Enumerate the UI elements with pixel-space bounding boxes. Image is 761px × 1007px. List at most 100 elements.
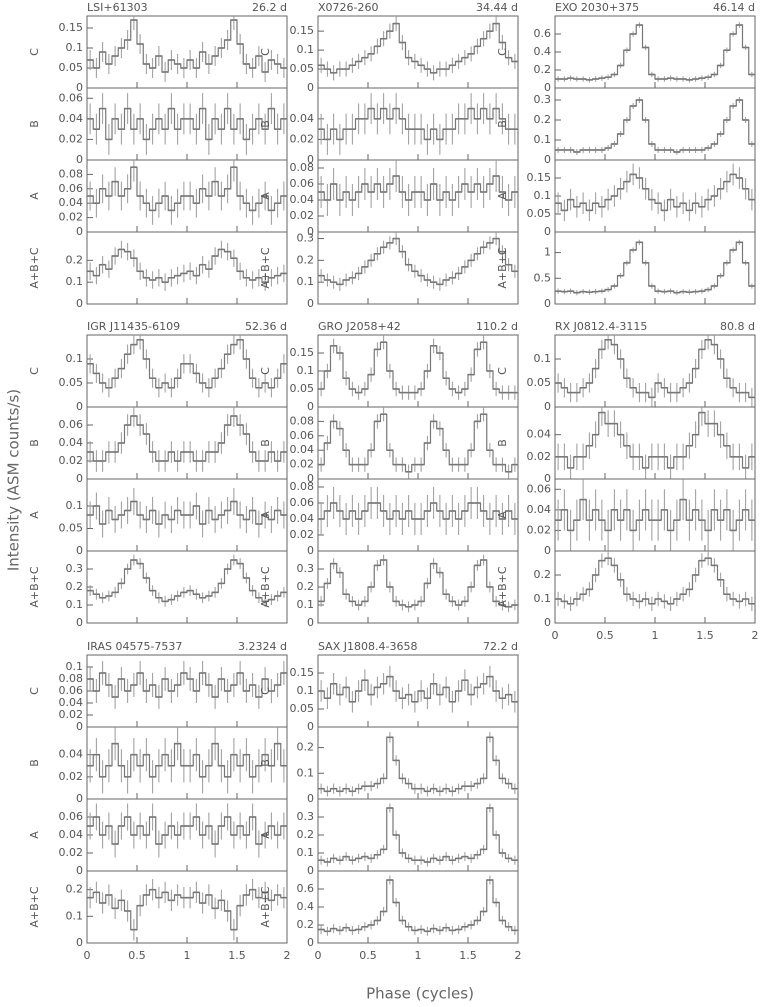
panel-frame: [554, 550, 756, 624]
step-connector: [318, 175, 518, 201]
y-tick-label: 0: [76, 153, 83, 166]
step-connector: [87, 672, 287, 698]
y-tick-label: 0.1: [534, 133, 552, 146]
y-tick-label: 0: [307, 544, 314, 557]
y-tick-label: 0.2: [66, 580, 84, 593]
y-tick-label: 0.3: [297, 232, 315, 245]
panel-frame: [317, 15, 519, 89]
step-connector: [87, 816, 287, 845]
y-tick-label: 0.02: [290, 209, 315, 222]
panel-frame: [86, 798, 288, 872]
y-tick-label: 0.3: [297, 810, 315, 823]
y-tick-label: 0.1: [297, 275, 315, 288]
panel-frame: [554, 478, 756, 552]
y-tick-label: 0.04: [290, 112, 315, 125]
y-tick-label: 0.5: [534, 271, 552, 284]
y-tick-label: 0.02: [59, 770, 84, 783]
y-tick-label: 0.02: [59, 454, 84, 467]
panel-label: A+B+C: [28, 886, 41, 928]
period: 3.2324 d: [238, 640, 287, 653]
y-tick-label: 0: [544, 616, 551, 629]
y-tick-label: 0.06: [527, 482, 552, 495]
panel-frame: [554, 406, 756, 480]
y-tick-label: 0.04: [59, 696, 84, 709]
x-tick-label: 0.5: [596, 629, 614, 642]
y-tick-label: 0.1: [534, 352, 552, 365]
y-tick-label: 0.2: [297, 580, 315, 593]
x-tick-label: 0.5: [128, 949, 146, 962]
y-tick-label: 0.1: [66, 909, 84, 922]
y-tick-label: 0.1: [297, 684, 315, 697]
step-connector: [318, 22, 518, 74]
step-connector: [87, 166, 287, 211]
source-name: EXO 2030+375: [555, 1, 639, 14]
panel-label: A+B+C: [259, 247, 272, 289]
step-connector: [87, 107, 287, 141]
panel-label: B: [259, 439, 272, 447]
step-connector: [555, 339, 755, 398]
y-tick-label: 0.02: [290, 132, 315, 145]
y-tick-label: 0: [307, 297, 314, 310]
step-connector: [318, 237, 518, 285]
y-tick-label: 0.04: [59, 828, 84, 841]
y-tick-label: 0.04: [59, 112, 84, 125]
y-tick-label: 0.4: [534, 45, 552, 58]
y-tick-label: 0: [307, 81, 314, 94]
y-tick-label: 0.15: [290, 24, 315, 37]
y-tick-label: 0.08: [290, 161, 315, 174]
y-tick-label: 0.2: [297, 828, 315, 841]
panel-label: A: [28, 511, 41, 519]
y-tick-label: 0.02: [527, 523, 552, 536]
panel-frame: [317, 87, 519, 161]
step-connector: [87, 743, 287, 778]
step-connector: [555, 173, 755, 211]
y-tick-label: 0: [76, 81, 83, 94]
panel-label: C: [259, 687, 272, 695]
panel-label: C: [259, 48, 272, 56]
step-connector: [318, 559, 518, 608]
y-tick-label: 0.15: [290, 346, 315, 359]
y-tick-label: 0.6: [297, 882, 315, 895]
y-tick-label: 0.08: [59, 672, 84, 685]
period: 26.2 d: [252, 1, 287, 14]
x-tick-label: 2: [284, 949, 291, 962]
y-tick-label: 0.02: [59, 211, 84, 224]
y-tick-label: 0.05: [59, 61, 84, 74]
panel-frame: [86, 334, 288, 408]
x-tick-label: 2: [752, 629, 759, 642]
y-tick-label: 0: [76, 792, 83, 805]
y-tick-label: 0.4: [297, 900, 315, 913]
source-name: X0726-260: [318, 1, 379, 14]
y-tick-label: 0: [307, 936, 314, 949]
step-connector: [318, 736, 518, 792]
y-tick-label: 0.1: [297, 598, 315, 611]
panel-label: A+B+C: [28, 247, 41, 289]
panel-frame: [86, 654, 288, 728]
y-tick-label: 0.06: [59, 418, 84, 431]
y-tick-label: 0.15: [59, 21, 84, 34]
x-tick-label: 1: [184, 949, 191, 962]
y-tick-label: 0.1: [297, 43, 315, 56]
source-name: IRAS 04575-7537: [87, 640, 182, 653]
y-tick-label: 0.2: [534, 63, 552, 76]
panel-label: C: [28, 367, 41, 375]
y-tick-label: 0: [307, 720, 314, 733]
panel-frame: [554, 231, 756, 305]
y-tick-label: 0: [544, 81, 551, 94]
y-tick-label: 0: [544, 153, 551, 166]
y-tick-label: 0.05: [290, 62, 315, 75]
y-tick-label: 0: [76, 472, 83, 485]
y-tick-label: 0.1: [297, 846, 315, 859]
y-tick-label: 0: [76, 616, 83, 629]
panel-frame: [317, 478, 519, 552]
source-name: LSI+61303: [87, 1, 148, 14]
panel-frame: [554, 159, 756, 233]
y-tick-label: 0.04: [59, 196, 84, 209]
source-name: GRO J2058+42: [318, 320, 401, 333]
panel-frame: [86, 726, 288, 800]
panel-label: A+B+C: [496, 247, 509, 289]
y-tick-label: 0.2: [66, 253, 84, 266]
step-connector: [555, 411, 755, 469]
panel-frame: [86, 550, 288, 624]
y-tick-label: 0.15: [527, 171, 552, 184]
